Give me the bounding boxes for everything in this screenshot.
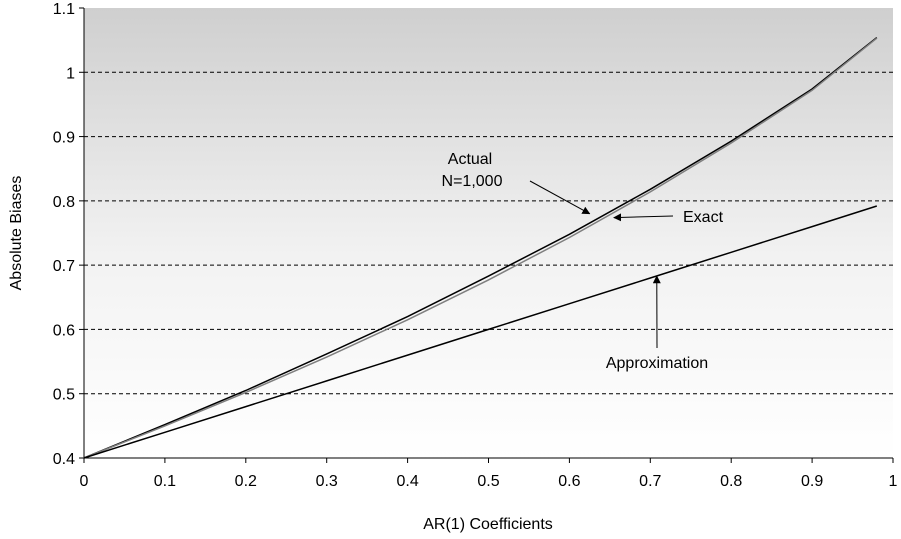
y-tick-label: 0.7: [53, 258, 75, 275]
annotation-exact-arrow: [613, 213, 674, 222]
x-axis-title: AR(1) Coefficients: [423, 516, 553, 533]
y-tick-label: 1: [66, 65, 75, 82]
annotations: Actual N=1,000 Exact Approximation: [442, 151, 724, 372]
x-tick-label: 0.5: [477, 473, 499, 490]
axes: 0.4 0.5 0.6 0.7 0.8 0.9 1 1.1 0 0.1 0.2 0.3 0.4 0.5 0.…: [53, 1, 898, 490]
annotation-actual-line1: Actual: [448, 151, 492, 168]
x-tick-label: 0.7: [639, 473, 661, 490]
grid-lines: [84, 71, 893, 395]
y-tick-label: 0.8: [53, 194, 75, 211]
series-line-exact: [83, 37, 878, 459]
x-tick-label: 0.8: [720, 473, 742, 490]
x-tick-label: 0.1: [154, 473, 176, 490]
y-tick-label: 0.6: [53, 322, 75, 339]
series-lines: [83, 37, 878, 459]
annotation-exact-label: Exact: [683, 209, 724, 226]
x-tick-label: 0.3: [316, 473, 338, 490]
y-tick-label: 1.1: [53, 1, 75, 18]
x-tick-label: 0.2: [235, 473, 257, 490]
series-line-actual: [83, 37, 878, 459]
x-tick-label: 1: [889, 473, 898, 490]
x-tick-label: 0.6: [558, 473, 580, 490]
x-tick-label: 0: [80, 473, 89, 490]
y-tick-label: 0.9: [53, 130, 75, 147]
plot-area-background: [84, 8, 893, 458]
y-tick-label: 0.4: [53, 451, 75, 468]
annotation-approximation-label: Approximation: [606, 355, 708, 372]
y-axis-title: Absolute Biases: [8, 176, 25, 291]
series-line-approximation: [83, 205, 878, 459]
x-tick-label: 0.4: [396, 473, 418, 490]
annotation-actual-arrow: [529, 180, 591, 215]
y-tick-label: 0.5: [53, 387, 75, 404]
x-tick-label: 0.9: [801, 473, 823, 490]
annotation-actual-label: Actual N=1,000: [442, 151, 503, 190]
annotation-actual-line2: N=1,000: [442, 173, 503, 190]
